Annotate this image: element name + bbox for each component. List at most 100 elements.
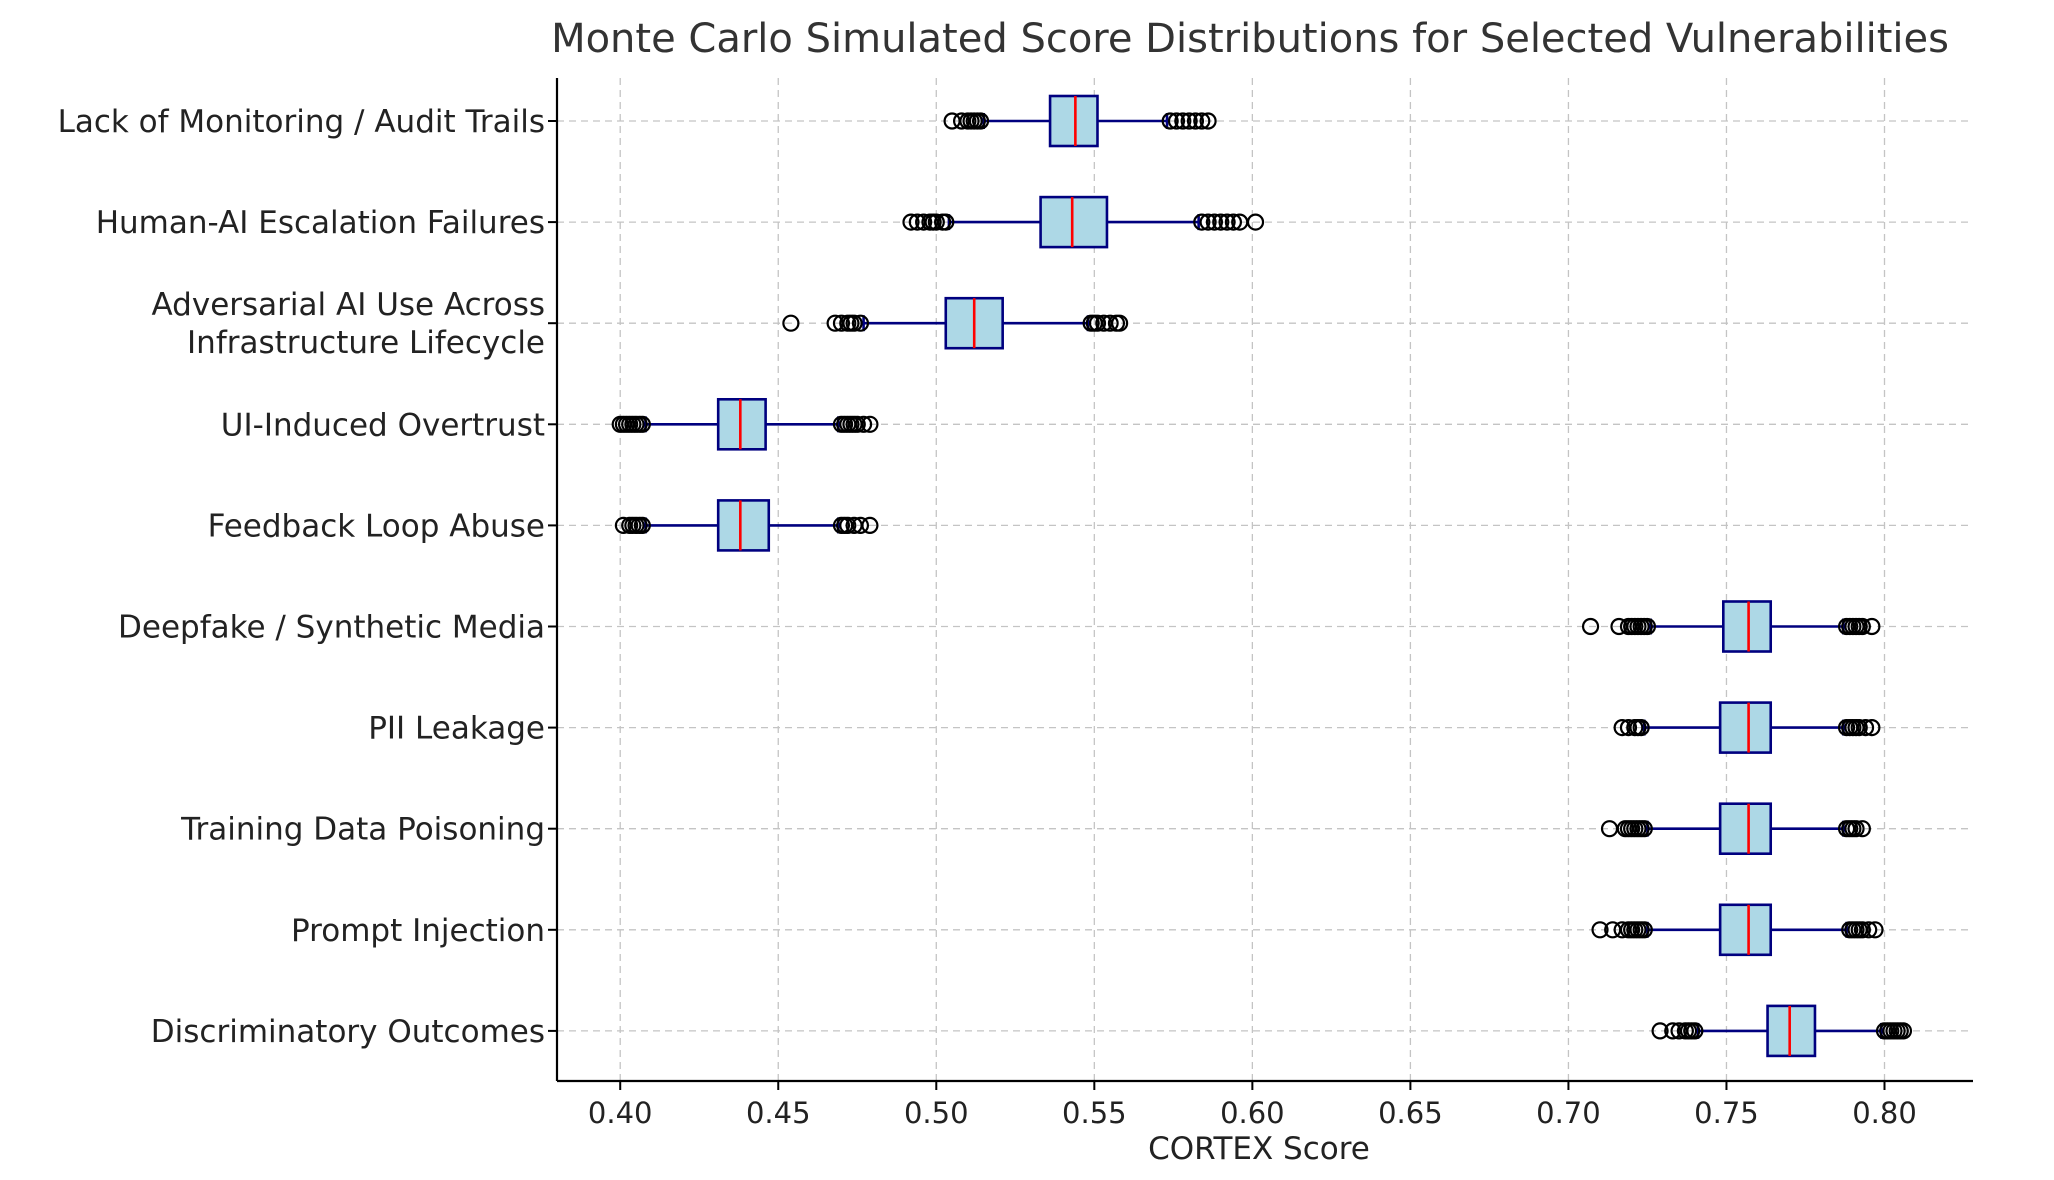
outlier-point xyxy=(633,516,651,535)
outlier-point xyxy=(861,516,879,535)
iqr-box xyxy=(1039,195,1109,249)
outlier-point xyxy=(1167,112,1186,130)
x-axis-label: CORTEX Score xyxy=(1148,1131,1370,1167)
y-tick-label: Feedback Loop Abuse xyxy=(208,508,545,544)
outlier-point xyxy=(1224,213,1242,231)
iqr-box xyxy=(1718,701,1773,754)
x-tick-label: 0.50 xyxy=(904,1096,969,1130)
outlier-point xyxy=(1638,617,1657,636)
y-tick-label-line: Training Data Poisoning xyxy=(180,812,545,848)
y-tick-label: Human-AI Escalation Failures xyxy=(96,205,545,241)
outlier-point xyxy=(1186,112,1205,130)
iqr-box xyxy=(1048,94,1099,148)
outlier-point xyxy=(1847,820,1865,838)
outlier-point xyxy=(927,213,945,231)
outlier-point xyxy=(971,112,990,130)
outlier-point xyxy=(1212,213,1230,231)
axis-layer: 0.40 0.45 0.50 0.55 0.60 0.65 0.70 0.75 0.80 Disc… xyxy=(58,78,1973,1130)
outlier-point xyxy=(1635,820,1653,838)
outlier-point xyxy=(832,314,851,332)
outlier-point xyxy=(1101,314,1119,332)
y-tick-label: Deepfake / Synthetic Media xyxy=(118,610,545,646)
outlier-point xyxy=(1174,112,1192,130)
x-tick-label: 0.80 xyxy=(1852,1096,1917,1130)
y-tick-label-line: Discriminatory Outcomes xyxy=(151,1014,545,1050)
y-tick-label: Adversarial AI Use Across Infrastructure … xyxy=(152,287,545,361)
outlier-point xyxy=(1863,718,1881,737)
y-tick-label-line: Feedback Loop Abuse xyxy=(208,508,545,544)
outlier-point xyxy=(1850,718,1868,737)
outlier-point xyxy=(851,314,870,332)
outlier-point xyxy=(1853,921,1871,939)
outlier-point xyxy=(1218,213,1236,231)
x-tick-label: 0.40 xyxy=(588,1096,653,1130)
outlier-point xyxy=(845,314,863,332)
y-tick-label-line: Prompt Injection xyxy=(291,913,545,949)
outlier-point xyxy=(902,213,920,231)
outlier-point xyxy=(1199,112,1217,130)
outlier-point xyxy=(782,314,800,332)
box-group xyxy=(1581,600,1881,653)
outlier-point xyxy=(1199,213,1217,231)
outlier-point xyxy=(1205,213,1224,231)
iqr-box xyxy=(1722,600,1773,653)
outlier-point xyxy=(1860,921,1878,939)
iqr-box xyxy=(716,397,767,451)
iqr-box xyxy=(716,499,771,552)
box-layer xyxy=(611,94,1913,1058)
y-tick-label-line: Lack of Monitoring / Audit Trails xyxy=(58,104,545,140)
outlier-point xyxy=(854,415,873,433)
outlier-point xyxy=(1088,314,1107,332)
y-tick-label-line: Infrastructure Lifecycle xyxy=(187,325,545,361)
outlier-point xyxy=(1853,617,1871,636)
box-group xyxy=(1591,903,1884,957)
box-group xyxy=(614,499,879,552)
y-tick-label-line: PII Leakage xyxy=(368,711,545,747)
box-group xyxy=(1600,802,1871,856)
outlier-point xyxy=(848,415,866,433)
y-tick-label: PII Leakage xyxy=(368,711,545,747)
iqr-box xyxy=(1718,802,1773,856)
iqr-box xyxy=(1718,903,1773,957)
box-group xyxy=(782,296,1129,350)
x-tick-label: 0.70 xyxy=(1536,1096,1601,1130)
outlier-point xyxy=(1866,921,1884,939)
x-tick-label: 0.65 xyxy=(1378,1096,1443,1130)
outlier-point xyxy=(1894,1022,1913,1040)
y-tick-label-line: Human-AI Escalation Failures xyxy=(96,205,545,241)
y-tick-label: Prompt Injection xyxy=(291,913,545,949)
box-group xyxy=(611,397,879,451)
chart-title: Monte Carlo Simulated Score Distribution… xyxy=(551,16,1949,62)
y-tick-label: Training Data Poisoning xyxy=(180,812,545,848)
outlier-point xyxy=(1856,718,1875,737)
iqr-box xyxy=(1766,1004,1817,1058)
y-tick-label-line: Deepfake / Synthetic Media xyxy=(118,610,545,646)
outlier-point xyxy=(1686,1022,1704,1040)
outlier-point xyxy=(633,415,651,433)
x-tick-label: 0.45 xyxy=(746,1096,811,1130)
box-group xyxy=(902,195,1265,249)
box-group xyxy=(1613,701,1881,754)
box-group xyxy=(943,94,1217,148)
outlier-point xyxy=(1193,213,1211,231)
box-group xyxy=(1651,1004,1913,1058)
y-tick-label: Discriminatory Outcomes xyxy=(151,1014,545,1050)
outlier-point xyxy=(1863,617,1881,636)
outlier-point xyxy=(1619,718,1638,737)
y-tick-label-line: UI-Induced Overtrust xyxy=(221,407,545,443)
outlier-point xyxy=(1180,112,1198,130)
y-tick-label-line: Adversarial AI Use Across xyxy=(152,287,545,323)
x-tick-label: 0.55 xyxy=(1062,1096,1127,1130)
outlier-point xyxy=(1853,820,1871,838)
outlier-point xyxy=(1111,314,1129,332)
outlier-point xyxy=(1635,921,1653,939)
x-tick-label: 0.75 xyxy=(1694,1096,1759,1130)
outlier-point xyxy=(1632,718,1650,737)
outlier-point xyxy=(1161,112,1179,130)
y-tick-label: Lack of Monitoring / Audit Trails xyxy=(58,104,545,140)
outlier-point xyxy=(915,213,933,231)
y-tick-label: UI-Induced Overtrust xyxy=(221,407,545,443)
outlier-point xyxy=(1193,112,1211,130)
outlier-point xyxy=(839,516,857,535)
